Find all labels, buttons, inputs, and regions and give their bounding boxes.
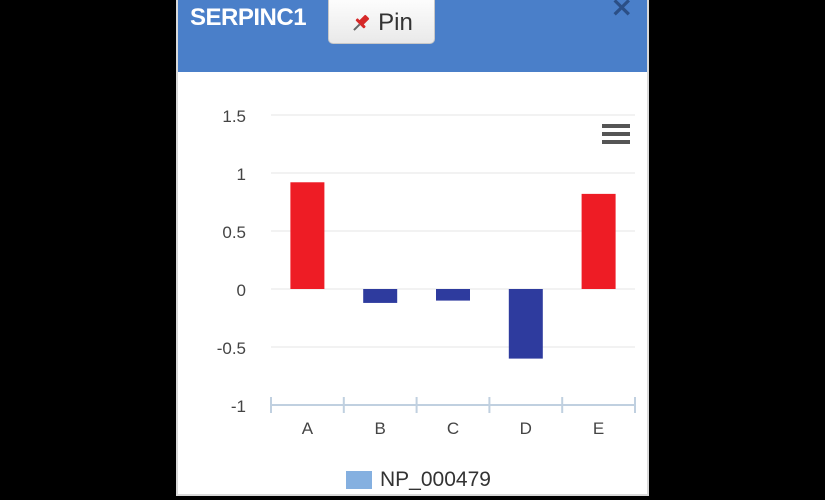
grid-lines — [271, 114, 635, 348]
x-tick-label: B — [375, 419, 386, 438]
x-tick-label: E — [593, 419, 604, 438]
legend-swatch — [346, 471, 372, 489]
pin-button-label: Pin — [378, 9, 413, 36]
chart-panel: SERPINC1 Pin × 1.5 1 0.5 0 -0.5 -1 A B C D E — [176, 0, 649, 496]
y-tick-label: -0.5 — [217, 339, 246, 358]
bar-chart: 1.5 1 0.5 0 -0.5 -1 A B C D E — [217, 107, 636, 438]
x-tick-label: A — [302, 419, 314, 438]
y-tick-label: 0.5 — [222, 223, 246, 242]
y-tick-label: 1 — [237, 165, 246, 184]
bar-B — [363, 289, 398, 303]
y-axis-ticks: 1.5 1 0.5 0 -0.5 -1 — [217, 107, 246, 416]
bar-A — [290, 182, 325, 289]
legend-item[interactable]: NP_000479 — [346, 468, 491, 492]
bars — [290, 182, 616, 359]
close-icon[interactable]: × — [610, 0, 634, 23]
bar-D — [508, 289, 543, 359]
panel-title: SERPINC1 — [190, 4, 307, 31]
pushpin-icon — [350, 12, 372, 34]
x-tick-label: C — [447, 419, 459, 438]
hamburger-menu-icon[interactable] — [602, 124, 630, 144]
y-tick-label: -1 — [231, 397, 246, 416]
y-tick-label: 1.5 — [222, 107, 246, 126]
bar-E — [581, 193, 616, 289]
x-axis: A B C D E — [270, 397, 636, 438]
y-tick-label: 0 — [237, 281, 246, 300]
bar-C — [436, 289, 470, 301]
x-tick-label: D — [520, 419, 532, 438]
pin-button[interactable]: Pin — [328, 0, 435, 44]
panel-header: SERPINC1 Pin × — [178, 0, 647, 72]
legend-label: NP_000479 — [380, 468, 491, 491]
